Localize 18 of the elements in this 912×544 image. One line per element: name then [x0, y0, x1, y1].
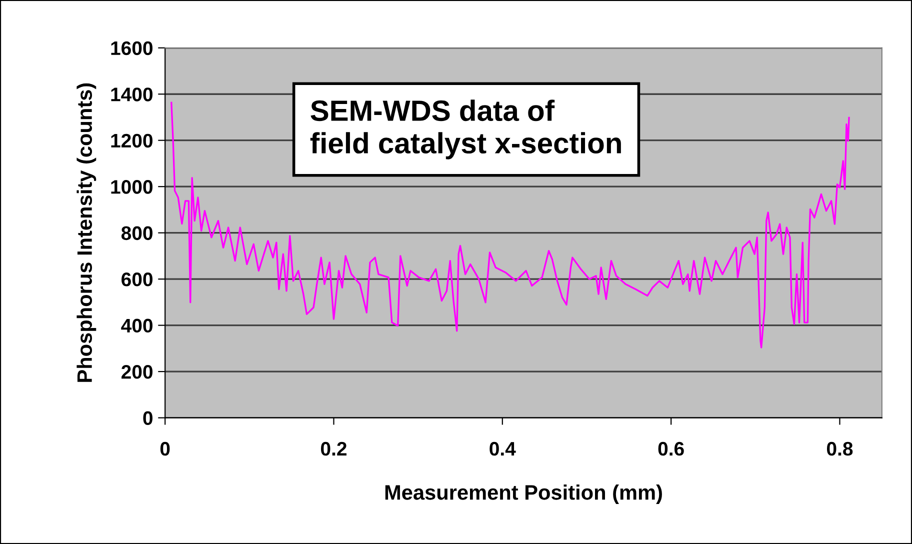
x-tick-label: 0	[160, 442, 170, 456]
y-axis-title: Phosphorus Intensity (counts)	[76, 83, 96, 382]
x-tick-label: 0.2	[320, 442, 346, 456]
x-axis-title: Measurement Position (mm)	[385, 484, 662, 504]
x-tick-label: 0.4	[490, 442, 516, 456]
y-tick-label: 600	[122, 272, 152, 286]
annotation: SEM-WDS data of field catalyst x-section	[310, 100, 621, 160]
y-tick-label: 800	[121, 226, 152, 240]
y-tick-label: 1400	[111, 88, 152, 102]
y-tick-label: 0	[143, 411, 152, 426]
y-tick-label: 1200	[111, 134, 152, 148]
y-tick-label: 1000	[111, 180, 152, 194]
x-tick-label: 0.8	[826, 442, 853, 456]
y-tick-label: 200	[122, 365, 152, 379]
x-tick-label: 0.6	[658, 442, 684, 456]
y-tick-label: 400	[121, 318, 152, 333]
line-series	[170, 102, 850, 348]
y-tick-label: 1600	[111, 41, 152, 56]
